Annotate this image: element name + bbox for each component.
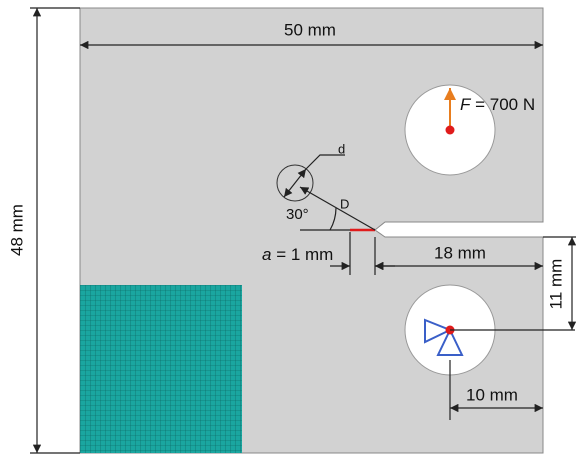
dim-label: 18 mm — [434, 243, 486, 262]
dim-label: 11 mm — [546, 259, 565, 310]
crack-symbol: a — [262, 245, 271, 264]
angle-label: 30° — [286, 206, 309, 223]
mesh — [80, 285, 242, 453]
dim-label: 48 mm — [7, 204, 26, 256]
dim-label: 10 mm — [466, 385, 518, 404]
diameter-label: d — [338, 141, 345, 156]
crack-label: a = 1 mm — [262, 245, 333, 264]
load-point — [446, 126, 455, 135]
distance-label: D — [340, 196, 349, 211]
force-value: = 700 N — [470, 95, 535, 114]
force-label: F = 700 N — [460, 95, 535, 114]
crack-value: = 1 mm — [271, 245, 333, 264]
specimen-diagram: 50 mm 48 mm 18 mm 11 mm 10 mm F = 700 N … — [0, 0, 576, 454]
dim-label: 50 mm — [284, 20, 336, 39]
